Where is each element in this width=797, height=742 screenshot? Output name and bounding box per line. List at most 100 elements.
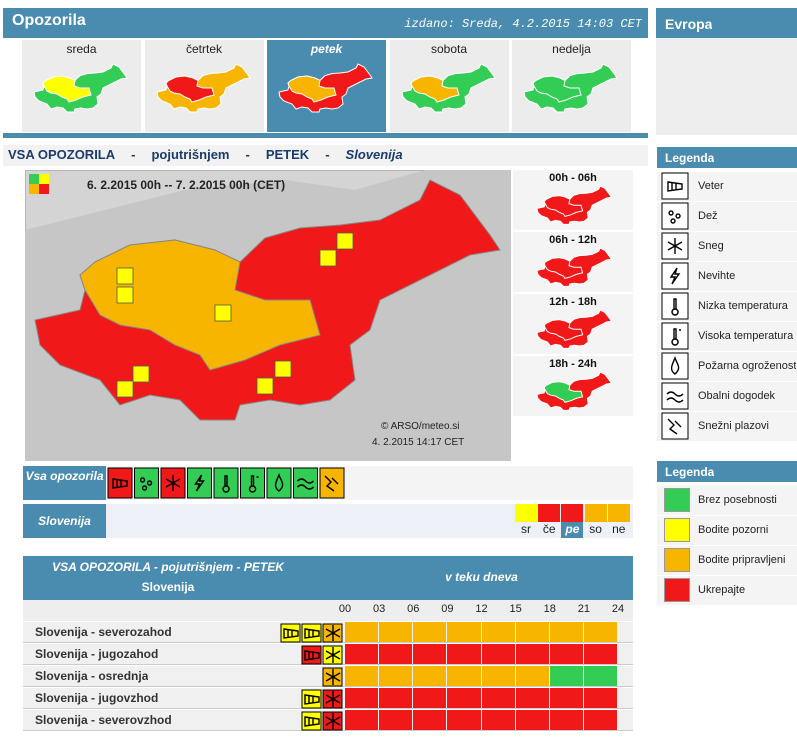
- icon-glyph: [325, 625, 341, 641]
- region-northwest: [543, 381, 584, 403]
- time-cell: [549, 644, 583, 664]
- glyph-path: [304, 628, 320, 639]
- day-tab-label[interactable]: sobota: [430, 42, 468, 56]
- icon-glyph: [304, 716, 320, 727]
- legend-label: Obalni dogodek: [698, 390, 776, 402]
- slovenia-map: [278, 63, 373, 113]
- time-cell: [481, 644, 515, 664]
- day-tab-label[interactable]: nedelja: [552, 42, 591, 56]
- map-warning-icon: [319, 249, 337, 267]
- time-cell: [549, 666, 583, 686]
- tab-map: [523, 63, 618, 113]
- legend-label: Dež: [698, 210, 718, 222]
- day-level: [607, 504, 630, 522]
- time-cell: [447, 666, 481, 686]
- day-level-label: če: [542, 522, 556, 536]
- side-header: [656, 8, 797, 38]
- side-title[interactable]: Evropa: [665, 16, 713, 32]
- legend-label: Ukrepajte: [698, 584, 746, 596]
- icon-glyph: [283, 628, 299, 639]
- row-name: Slovenija - severozahod: [35, 625, 172, 639]
- table-title: VSA OPOZORILA - pojutrišnjem - PETEK: [52, 560, 284, 574]
- glyph-path: [667, 418, 682, 435]
- row-name: Slovenija - jugovzhod: [35, 691, 159, 705]
- day-tab-label[interactable]: sreda: [66, 42, 97, 56]
- summary-label: Vsa opozorila: [23, 466, 106, 500]
- section-title-part: Slovenija: [345, 147, 403, 162]
- time-cell: [549, 688, 583, 708]
- time-cell: [481, 688, 515, 708]
- legend-swatch: [664, 548, 690, 572]
- hour-label: 03: [373, 603, 386, 615]
- glyph-path: [304, 650, 320, 661]
- time-panel-label: 12h - 18h: [549, 296, 597, 308]
- legend-title: Legenda: [665, 151, 715, 165]
- icon-glyph: [274, 473, 284, 492]
- section-title-part: -: [131, 147, 136, 162]
- day-level-label: so: [589, 522, 602, 536]
- glyph-path: [325, 669, 341, 685]
- warning-type-icon: [319, 467, 345, 499]
- legend-swatch: [664, 578, 690, 602]
- legend-label: Nizka temperatura: [698, 300, 788, 312]
- glyph-path: [325, 647, 341, 663]
- time-cell: [413, 644, 447, 664]
- time-cell: [583, 710, 617, 730]
- table-header: [23, 556, 633, 600]
- legend-label: Visoka temperatura: [698, 330, 794, 342]
- legend-label: Brez posebnosti: [698, 494, 777, 506]
- issued-text: izdano: Sreda, 4.2.2015 14:03 CET: [404, 17, 642, 31]
- separator: [3, 133, 648, 138]
- time-cell: [515, 644, 549, 664]
- hour-label: 12: [475, 603, 488, 615]
- section-band: [3, 145, 648, 166]
- tab-map: [155, 63, 251, 113]
- legend-label: Bodite pripravljeni: [698, 554, 786, 566]
- glyph-path: [297, 478, 314, 490]
- icon-glyph: [304, 628, 320, 639]
- region-northwest: [287, 75, 337, 103]
- time-cell: [413, 710, 447, 730]
- table-subtitle: Slovenija: [141, 580, 195, 594]
- mini-key: [29, 184, 39, 194]
- icon-glyph: [222, 475, 230, 493]
- row-icons: [301, 689, 343, 709]
- legend-label: Sneg: [698, 240, 724, 252]
- time-cell: [413, 688, 447, 708]
- hour-label: 06: [407, 603, 420, 615]
- legend-swatch: [664, 488, 690, 512]
- icon-glyph: [667, 238, 683, 254]
- glyph-path: [671, 328, 681, 346]
- day-level-label: sr: [521, 522, 531, 536]
- mini-key: [29, 174, 39, 184]
- icon-glyph: [139, 477, 153, 491]
- row-icons: [322, 667, 343, 687]
- time-cell: [345, 710, 379, 730]
- region-northwest: [543, 319, 584, 341]
- mini-key: [39, 184, 49, 194]
- time-cell: [345, 688, 379, 708]
- warning-type-icon: [107, 467, 133, 499]
- region-northwest: [409, 75, 460, 103]
- hour-label: 21: [577, 603, 590, 615]
- time-cell: [515, 622, 549, 642]
- day-tab-label[interactable]: četrtek: [185, 42, 222, 56]
- icon-glyph: [671, 328, 681, 346]
- time-panel-label: 18h - 24h: [549, 358, 597, 370]
- hour-label: 09: [441, 603, 454, 615]
- icon-glyph: [165, 475, 181, 491]
- icon-glyph: [248, 475, 259, 493]
- time-cell: [379, 644, 413, 664]
- glyph-path: [670, 356, 680, 375]
- mini-key: [39, 174, 49, 184]
- slovenia-map: [536, 371, 613, 411]
- icon-glyph: [304, 650, 320, 661]
- time-cell: [447, 644, 481, 664]
- glyph-path: [274, 473, 284, 492]
- legend-icon: [661, 202, 689, 230]
- time-cell: [481, 622, 515, 642]
- day-tab-label[interactable]: petek: [310, 42, 343, 56]
- summary-icons: [107, 467, 345, 499]
- time-cell: [379, 688, 413, 708]
- time-cell: [379, 666, 413, 686]
